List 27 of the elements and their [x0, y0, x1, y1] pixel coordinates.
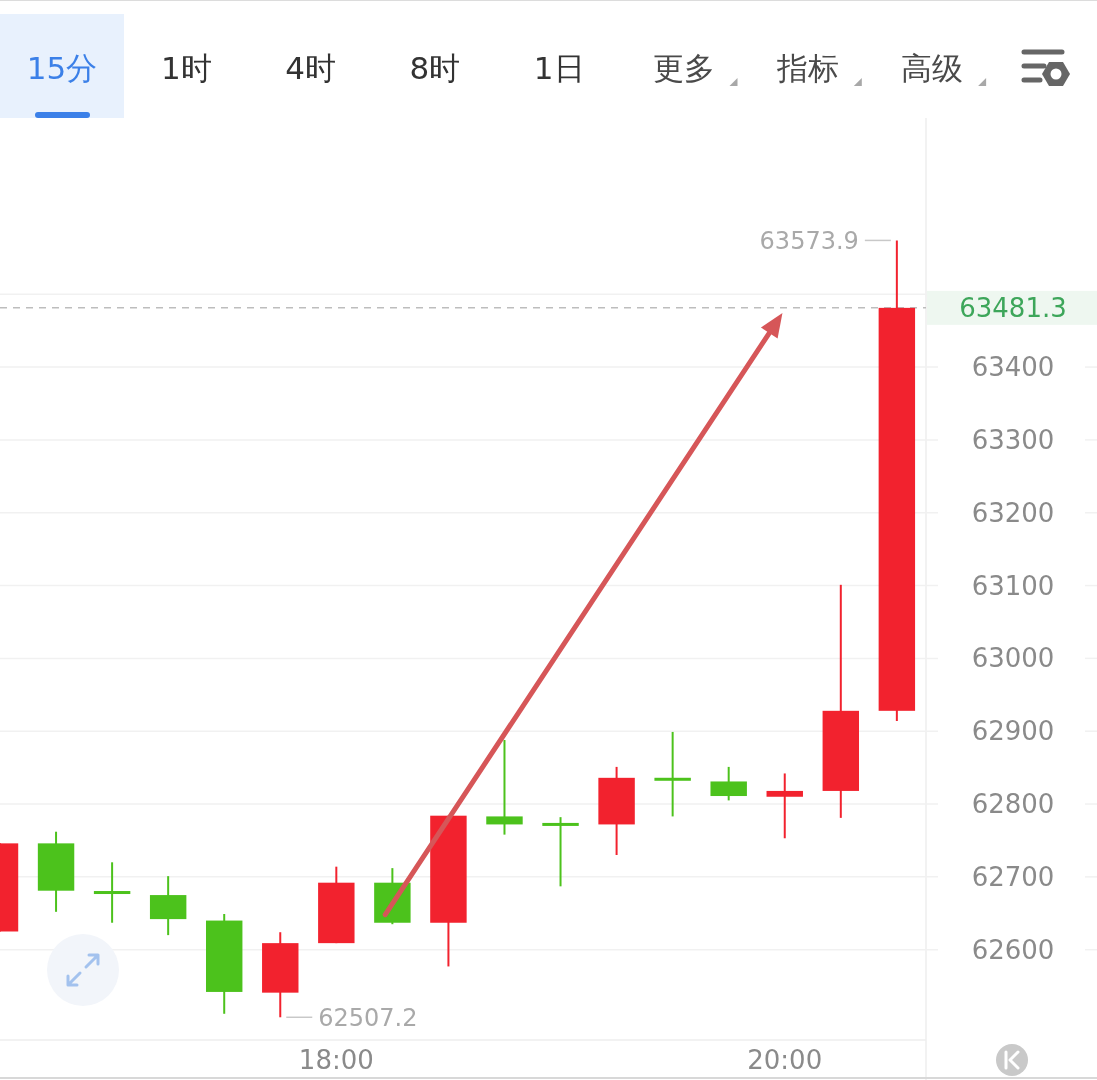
x-tick-label: 18:00 — [298, 1045, 374, 1076]
candlestick — [486, 738, 523, 836]
candlestick — [654, 730, 691, 818]
y-tick-label: 62600 — [971, 934, 1055, 965]
candlestick — [766, 772, 803, 840]
y-tick-label: 62700 — [971, 861, 1055, 892]
y-tick-label: 63100 — [971, 570, 1055, 601]
y-tick-label: 62800 — [971, 789, 1055, 820]
candlestick — [93, 861, 131, 924]
text: 8时 — [409, 49, 461, 86]
y-tick-label: 63000 — [971, 643, 1055, 674]
text: 4时 — [285, 49, 336, 86]
text: 更多 — [652, 49, 715, 86]
text: 1时 — [160, 49, 212, 86]
y-tick-label: 63200 — [971, 497, 1055, 528]
candlestick — [542, 816, 579, 888]
text: 15分 — [26, 49, 98, 86]
y-tick-label: 63400 — [971, 352, 1055, 383]
annotation: 63573.9 — [759, 226, 859, 255]
annotation: 62507.2 — [318, 1003, 418, 1032]
y-tick-label: 62900 — [971, 716, 1055, 747]
x-tick-label: 20:00 — [747, 1045, 823, 1076]
text: 指标 — [775, 49, 839, 86]
y-tick-label: 63300 — [971, 425, 1055, 455]
text: 高级 — [901, 49, 964, 86]
text: 1日 — [533, 49, 585, 86]
ref-line-label: 63481.3 — [959, 292, 1067, 323]
